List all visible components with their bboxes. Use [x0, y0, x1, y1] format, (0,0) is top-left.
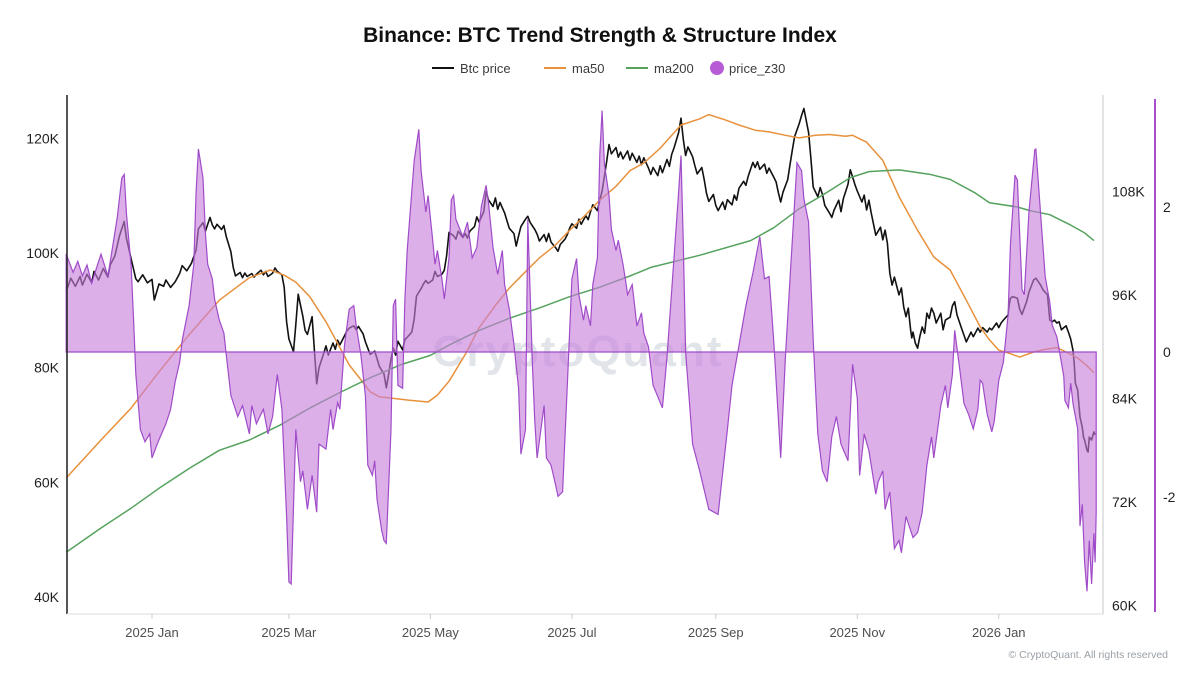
legend-label: price_z30 — [729, 61, 785, 76]
series-area-price_z30 — [65, 110, 1097, 592]
tick-layer: 2025 Jan 2025 Mar 2025 May 2025 Jul 2025 Sep… — [26, 130, 1175, 640]
x-tick-label: 2026 Jan — [972, 625, 1026, 640]
left-price-tick-label: 100K — [26, 245, 59, 261]
x-tick-label: 2025 Nov — [829, 625, 885, 640]
right-price-tick-label: 96K — [1112, 287, 1138, 303]
right-price-tick-label: 60K — [1112, 598, 1138, 614]
z-score-tick-label: -2 — [1163, 489, 1176, 505]
z-score-tick-label: 0 — [1163, 344, 1171, 360]
right-price-tick-label: 108K — [1112, 183, 1145, 199]
legend-item-ma200: ma200 — [626, 61, 694, 76]
left-price-tick-label: 120K — [26, 130, 59, 146]
attribution: © CryptoQuant. All rights reserved — [1009, 649, 1169, 661]
x-tick-label: 2025 May — [402, 625, 460, 640]
legend-item-ma50: ma50 — [544, 61, 605, 76]
axes — [66, 95, 1156, 615]
legend-label: ma50 — [572, 61, 605, 76]
x-tick-label: 2025 Jan — [125, 625, 179, 640]
z-score-tick-label: 2 — [1163, 199, 1171, 215]
left-price-tick-label: 80K — [34, 360, 60, 376]
series-layer — [65, 107, 1097, 592]
series-line-ma200 — [65, 169, 1095, 553]
legend-item-price-z30: price_z30 — [710, 61, 785, 76]
right-price-tick-label: 84K — [1112, 391, 1138, 407]
x-tick-label: 2025 Jul — [547, 625, 596, 640]
chart-legend: Btc price ma50 ma200 price_z30 — [432, 61, 785, 76]
series-line-ma50 — [65, 113, 1095, 479]
page-title: Binance: BTC Trend Strength & Structure … — [363, 24, 837, 47]
x-tick-label: 2025 Mar — [261, 625, 317, 640]
legend-item-btc-price: Btc price — [432, 61, 511, 76]
right-price-tick-label: 72K — [1112, 494, 1138, 510]
legend-label: Btc price — [460, 61, 511, 76]
price-z30-dot-swatch — [710, 61, 724, 75]
legend-label: ma200 — [654, 61, 694, 76]
left-price-tick-label: 60K — [34, 474, 60, 490]
x-tick-label: 2025 Sep — [688, 625, 744, 640]
left-price-tick-label: 40K — [34, 589, 60, 605]
